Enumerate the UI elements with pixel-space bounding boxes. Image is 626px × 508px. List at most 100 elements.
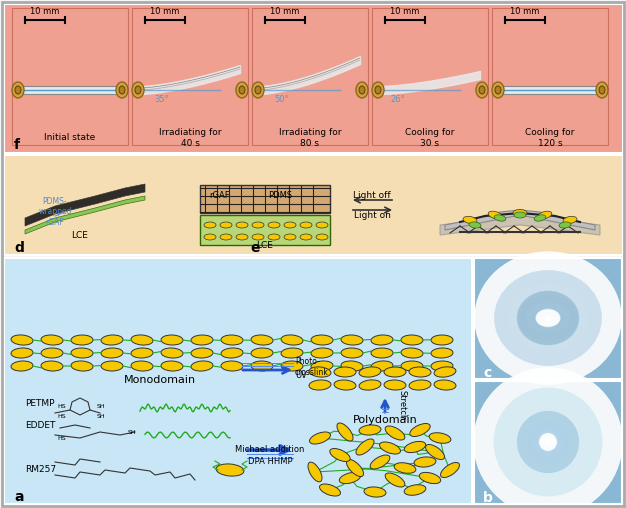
- Text: 10 mm: 10 mm: [30, 8, 59, 16]
- Ellipse shape: [359, 86, 365, 94]
- Text: RM257: RM257: [25, 465, 56, 474]
- Ellipse shape: [492, 82, 504, 98]
- Ellipse shape: [514, 212, 526, 218]
- Ellipse shape: [11, 348, 33, 358]
- Text: rGAF: rGAF: [210, 192, 230, 201]
- Ellipse shape: [101, 348, 123, 358]
- Text: PETMP: PETMP: [25, 398, 54, 407]
- Ellipse shape: [191, 361, 213, 371]
- Ellipse shape: [520, 295, 576, 341]
- Ellipse shape: [434, 380, 456, 390]
- Ellipse shape: [252, 234, 264, 240]
- Ellipse shape: [268, 222, 280, 228]
- Ellipse shape: [495, 86, 501, 94]
- Text: LCE: LCE: [71, 232, 88, 240]
- Ellipse shape: [429, 433, 451, 443]
- Text: 26°: 26°: [391, 96, 406, 105]
- Ellipse shape: [401, 361, 423, 371]
- FancyBboxPatch shape: [498, 86, 602, 94]
- Ellipse shape: [379, 442, 401, 454]
- Ellipse shape: [488, 211, 502, 219]
- Ellipse shape: [284, 222, 296, 228]
- Ellipse shape: [494, 215, 506, 221]
- Text: LCE: LCE: [257, 241, 274, 250]
- FancyBboxPatch shape: [4, 4, 623, 153]
- Ellipse shape: [385, 473, 405, 487]
- Circle shape: [518, 412, 578, 472]
- Text: Monodomain: Monodomain: [124, 375, 196, 385]
- Ellipse shape: [161, 335, 183, 345]
- FancyBboxPatch shape: [474, 258, 622, 379]
- Ellipse shape: [251, 348, 273, 358]
- Ellipse shape: [309, 367, 331, 377]
- Ellipse shape: [161, 361, 183, 371]
- Ellipse shape: [371, 335, 393, 345]
- Ellipse shape: [401, 348, 423, 358]
- Ellipse shape: [308, 462, 322, 482]
- Ellipse shape: [71, 348, 93, 358]
- Text: Photo-
crosslink: Photo- crosslink: [295, 357, 329, 377]
- Ellipse shape: [359, 367, 381, 377]
- Ellipse shape: [316, 234, 328, 240]
- Text: 10 mm: 10 mm: [391, 8, 419, 16]
- Ellipse shape: [341, 335, 363, 345]
- FancyBboxPatch shape: [200, 215, 330, 245]
- Ellipse shape: [371, 348, 393, 358]
- Ellipse shape: [281, 335, 303, 345]
- Ellipse shape: [559, 222, 571, 228]
- Circle shape: [545, 315, 551, 321]
- Ellipse shape: [309, 432, 331, 444]
- Ellipse shape: [119, 86, 125, 94]
- Text: 10 mm: 10 mm: [510, 8, 540, 16]
- Text: HS: HS: [57, 404, 66, 409]
- Ellipse shape: [341, 348, 363, 358]
- Ellipse shape: [319, 484, 341, 496]
- Ellipse shape: [596, 82, 608, 98]
- FancyBboxPatch shape: [18, 86, 122, 94]
- Ellipse shape: [268, 234, 280, 240]
- Text: 50°: 50°: [275, 96, 289, 105]
- FancyBboxPatch shape: [252, 8, 368, 145]
- Polygon shape: [445, 210, 595, 230]
- Ellipse shape: [255, 86, 261, 94]
- Ellipse shape: [410, 424, 430, 436]
- Ellipse shape: [309, 380, 331, 390]
- Ellipse shape: [220, 222, 232, 228]
- Text: SH: SH: [128, 429, 136, 434]
- FancyBboxPatch shape: [372, 8, 488, 145]
- Ellipse shape: [371, 361, 393, 371]
- Text: Irradiating for
80 s: Irradiating for 80 s: [279, 129, 341, 148]
- Ellipse shape: [41, 348, 63, 358]
- Ellipse shape: [431, 348, 453, 358]
- Ellipse shape: [204, 234, 216, 240]
- Text: Cooling for
120 s: Cooling for 120 s: [525, 129, 575, 148]
- Ellipse shape: [71, 335, 93, 345]
- Text: PDMS-
wrapped
rGAF: PDMS- wrapped rGAF: [38, 197, 72, 227]
- Ellipse shape: [372, 82, 384, 98]
- FancyBboxPatch shape: [4, 155, 623, 255]
- Text: Initial state: Initial state: [44, 134, 96, 143]
- Text: c: c: [483, 366, 491, 380]
- Ellipse shape: [204, 222, 216, 228]
- Ellipse shape: [311, 348, 333, 358]
- Polygon shape: [440, 215, 600, 235]
- Ellipse shape: [252, 82, 264, 98]
- Text: f: f: [14, 138, 20, 152]
- Ellipse shape: [536, 308, 560, 328]
- Circle shape: [545, 439, 551, 445]
- Ellipse shape: [11, 361, 33, 371]
- Ellipse shape: [191, 348, 213, 358]
- Ellipse shape: [394, 463, 416, 473]
- Text: SH: SH: [97, 414, 106, 419]
- Ellipse shape: [300, 222, 312, 228]
- FancyBboxPatch shape: [200, 185, 330, 213]
- FancyBboxPatch shape: [4, 258, 472, 504]
- Ellipse shape: [479, 86, 485, 94]
- Text: 10 mm: 10 mm: [150, 8, 180, 16]
- Ellipse shape: [236, 222, 248, 228]
- Ellipse shape: [341, 361, 363, 371]
- FancyBboxPatch shape: [12, 8, 128, 145]
- Ellipse shape: [538, 211, 552, 219]
- Ellipse shape: [434, 367, 456, 377]
- Ellipse shape: [599, 86, 605, 94]
